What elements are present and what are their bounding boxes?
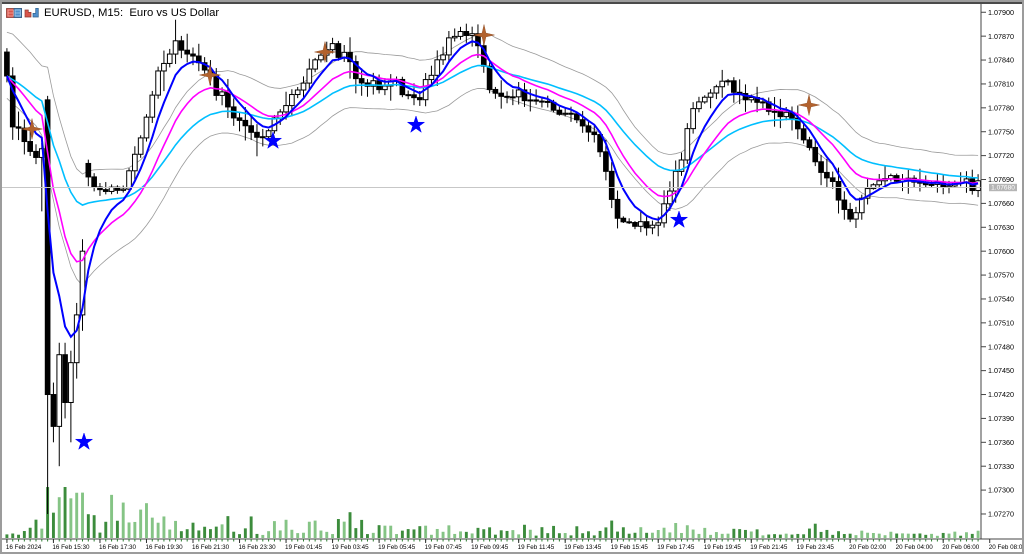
svg-text:20 Feb 08:00: 20 Feb 08:00: [989, 544, 1024, 551]
svg-text:16 Feb 17:30: 16 Feb 17:30: [99, 544, 137, 551]
svg-text:20 Feb 06:00: 20 Feb 06:00: [942, 544, 980, 551]
svg-text:1.07270: 1.07270: [988, 510, 1014, 519]
svg-text:1.07750: 1.07750: [988, 127, 1014, 136]
svg-text:19 Feb 13:45: 19 Feb 13:45: [564, 544, 602, 551]
svg-text:16 Feb 2024: 16 Feb 2024: [6, 544, 42, 551]
svg-text:1.07420: 1.07420: [988, 390, 1014, 399]
svg-text:19 Feb 17:45: 19 Feb 17:45: [657, 544, 695, 551]
svg-text:1.07600: 1.07600: [988, 247, 1014, 256]
svg-text:19 Feb 05:45: 19 Feb 05:45: [378, 544, 416, 551]
svg-text:1.07780: 1.07780: [988, 103, 1014, 112]
svg-text:1.07720: 1.07720: [988, 151, 1014, 160]
svg-text:16 Feb 19:30: 16 Feb 19:30: [145, 544, 183, 551]
svg-text:1.07680: 1.07680: [991, 185, 1015, 192]
svg-text:16 Feb 23:30: 16 Feb 23:30: [239, 544, 277, 551]
svg-text:19 Feb 07:45: 19 Feb 07:45: [425, 544, 463, 551]
svg-text:1.07450: 1.07450: [988, 366, 1014, 375]
svg-text:1.07330: 1.07330: [988, 462, 1014, 471]
svg-text:20 Feb 02:00: 20 Feb 02:00: [849, 544, 887, 551]
svg-text:1.07810: 1.07810: [988, 80, 1014, 89]
svg-text:1.07840: 1.07840: [988, 56, 1014, 65]
svg-text:16 Feb 21:30: 16 Feb 21:30: [192, 544, 230, 551]
svg-text:19 Feb 15:45: 19 Feb 15:45: [611, 544, 649, 551]
svg-text:20 Feb 04:00: 20 Feb 04:00: [896, 544, 934, 551]
svg-text:1.07480: 1.07480: [988, 342, 1014, 351]
svg-text:1.07690: 1.07690: [988, 175, 1014, 184]
svg-text:1.07300: 1.07300: [988, 486, 1014, 495]
svg-text:19 Feb 11:45: 19 Feb 11:45: [518, 544, 555, 551]
svg-text:1.07570: 1.07570: [988, 271, 1014, 280]
svg-text:19 Feb 23:45: 19 Feb 23:45: [797, 544, 835, 551]
svg-text:19 Feb 21:45: 19 Feb 21:45: [750, 544, 788, 551]
svg-text:19 Feb 09:45: 19 Feb 09:45: [471, 544, 509, 551]
svg-text:19 Feb 19:45: 19 Feb 19:45: [704, 544, 742, 551]
svg-text:1.07390: 1.07390: [988, 414, 1014, 423]
svg-text:1.07870: 1.07870: [988, 32, 1014, 41]
svg-text:19 Feb 03:45: 19 Feb 03:45: [332, 544, 370, 551]
svg-text:1.07510: 1.07510: [988, 318, 1014, 327]
svg-text:1.07660: 1.07660: [988, 199, 1014, 208]
svg-text:1.07630: 1.07630: [988, 223, 1014, 232]
svg-text:19 Feb 01:45: 19 Feb 01:45: [285, 544, 323, 551]
svg-text:1.07360: 1.07360: [988, 438, 1014, 447]
svg-text:16 Feb 15:30: 16 Feb 15:30: [52, 544, 90, 551]
svg-text:1.07540: 1.07540: [988, 295, 1014, 304]
